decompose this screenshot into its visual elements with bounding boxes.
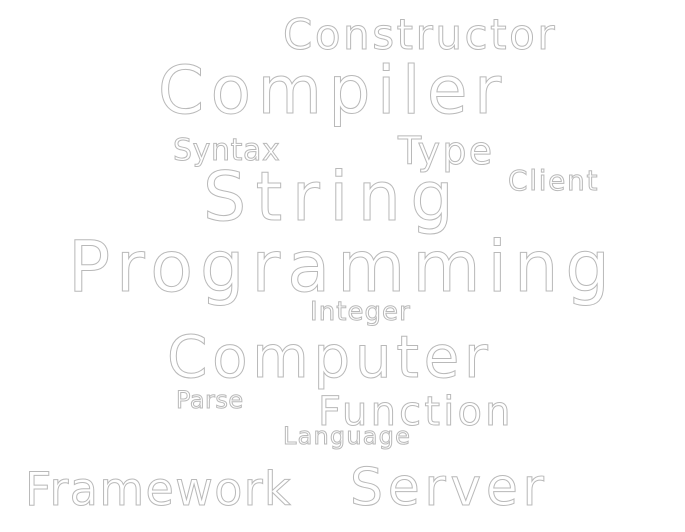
word-type: Type (397, 129, 495, 173)
word-programming: Programming (68, 226, 617, 308)
word-server: Server (350, 458, 549, 518)
word-integer: Integer (310, 297, 411, 327)
word-client: Client (507, 164, 600, 197)
word-constructor: Constructor (282, 10, 558, 59)
word-syntax: Syntax (172, 133, 281, 168)
word-parse: Parse (176, 386, 244, 414)
word-function: Function (318, 389, 514, 435)
word-string: String (202, 158, 464, 237)
word-language: Language (282, 422, 412, 450)
word-compiler: Compiler (158, 52, 508, 129)
word-framework: Framework (24, 462, 293, 516)
word-computer: Computer (166, 323, 493, 391)
